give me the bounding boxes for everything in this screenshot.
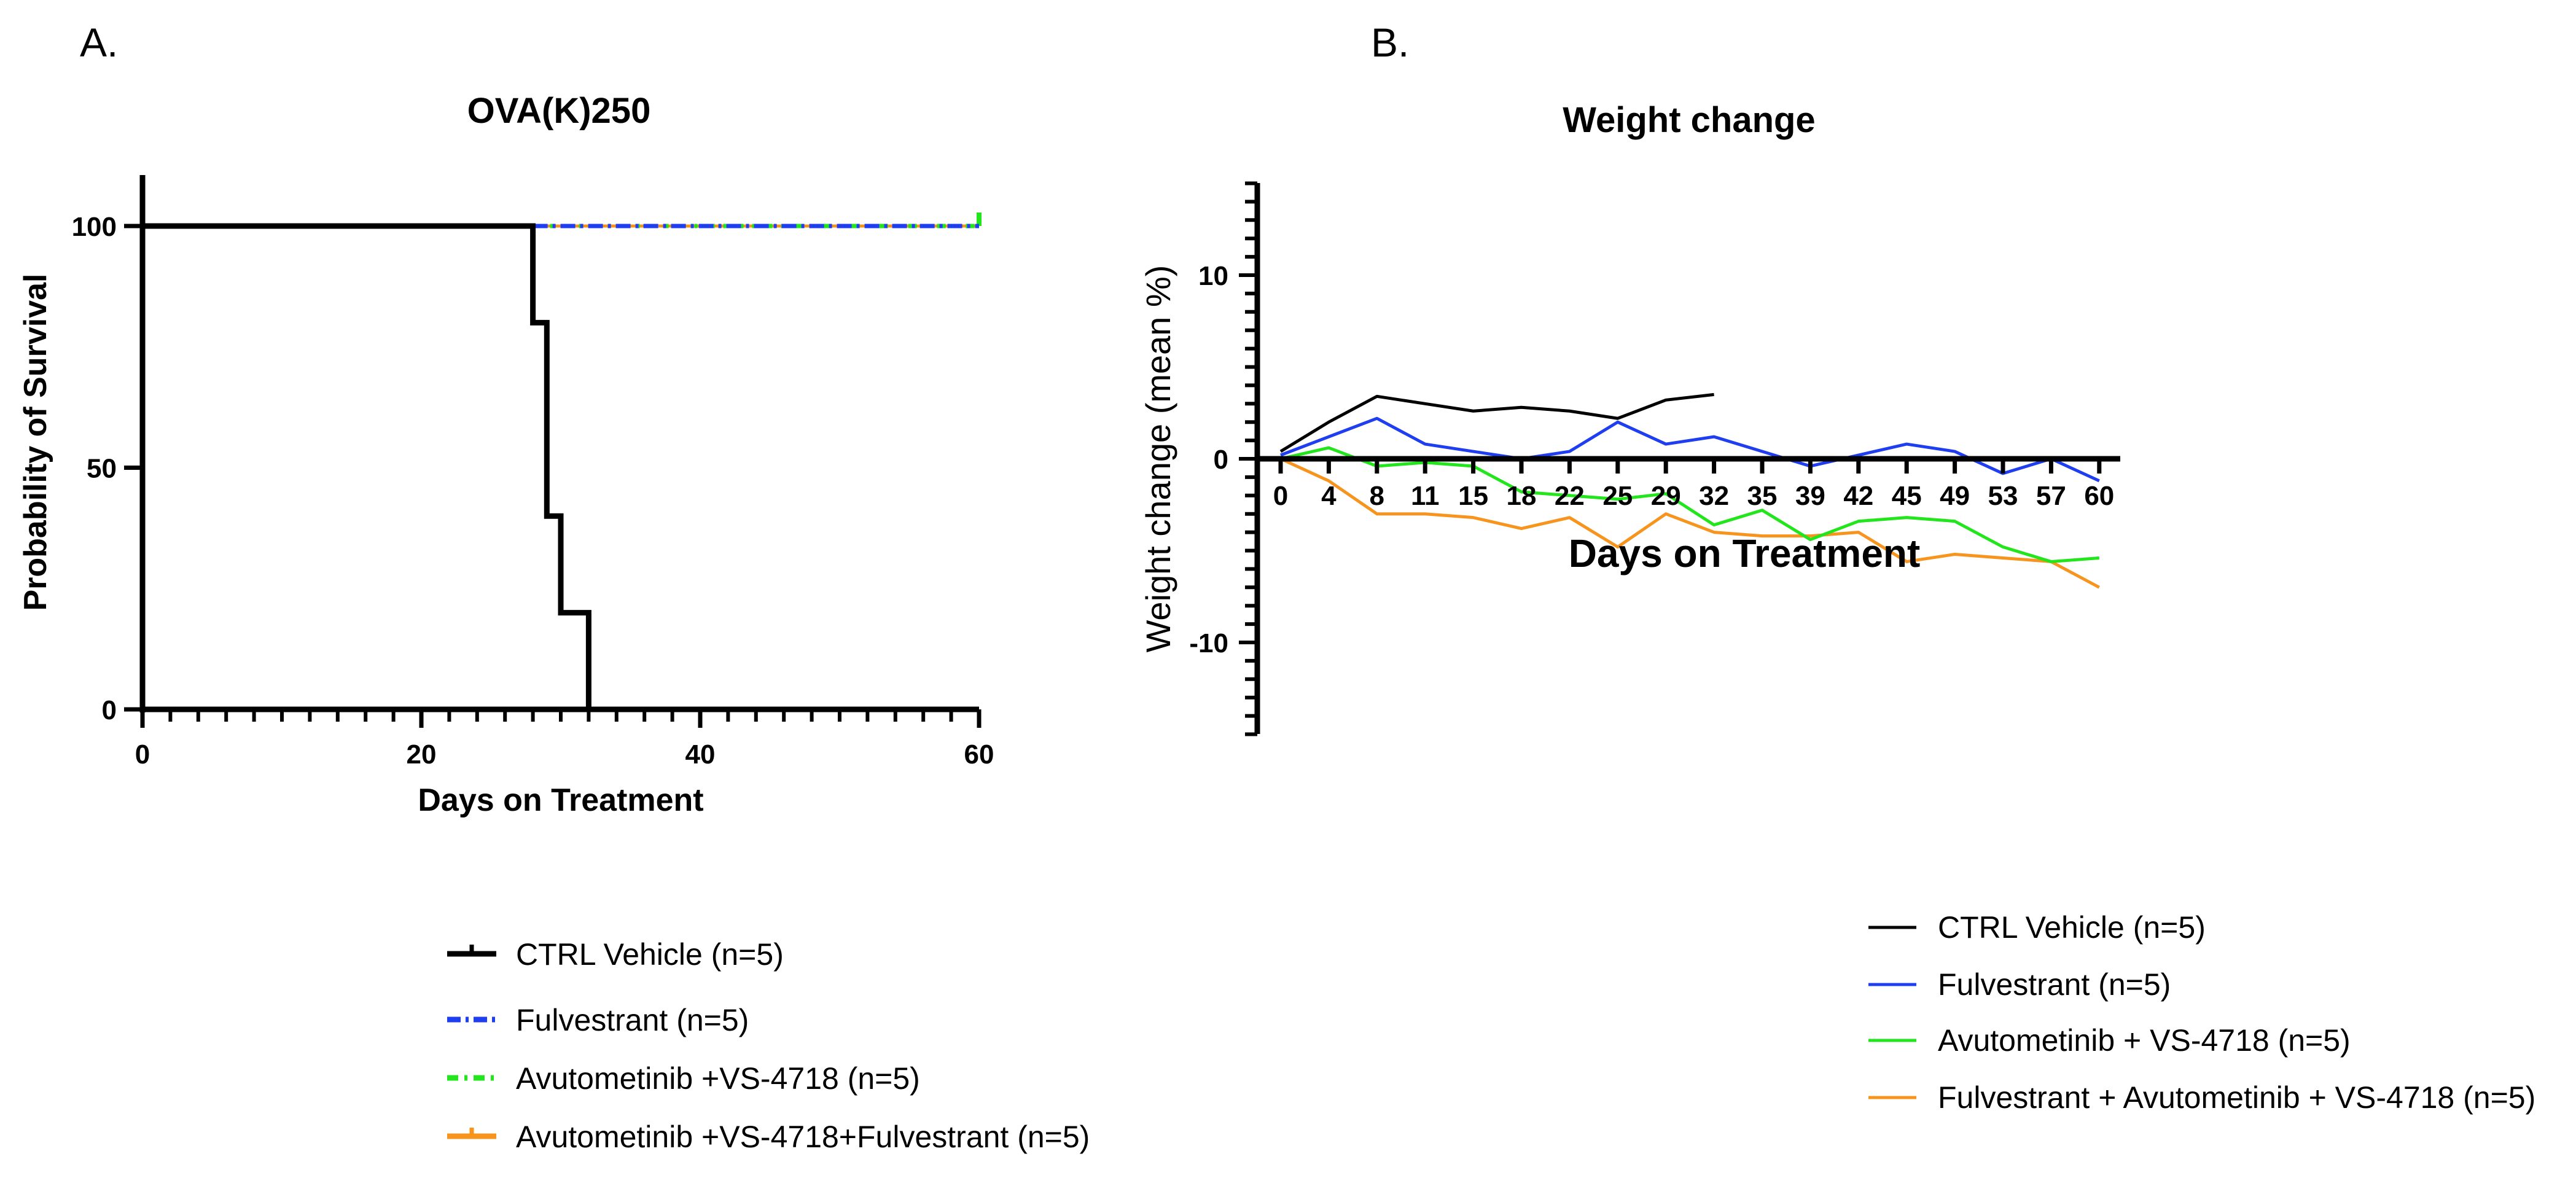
- chart-b-series-3: [1280, 446, 2099, 563]
- chart-b-x-tick-label: 39: [1795, 481, 1825, 511]
- chart-b-x-tick-label: 4: [1321, 481, 1337, 511]
- chart-a-series-layer: [142, 213, 982, 709]
- chart-a-series-1: [142, 223, 591, 709]
- chart-b-x-tick-label: 29: [1651, 481, 1681, 511]
- chart-b-x-tick-label: 18: [1507, 481, 1537, 511]
- chart-b-y-tick-label: 10: [1198, 261, 1228, 291]
- chart-a-x-tick-label: 20: [407, 739, 437, 770]
- chart-b-y-tick-label: -10: [1189, 628, 1228, 658]
- chart-b-legend-item-3: Avutometinib + VS-4718 (n=5): [1868, 1023, 2351, 1058]
- chart-a-x-tick-label: 0: [135, 739, 150, 770]
- chart-a-legend-item-3: Avutometinib +VS-4718 (n=5): [447, 1061, 920, 1096]
- panel-a-label: A.: [80, 20, 118, 65]
- chart-b-series-layer: [1279, 392, 2100, 589]
- chart-b-series-4: [1279, 457, 2100, 589]
- chart-a-y-tick-label: 50: [87, 454, 117, 484]
- chart-b-legend-item-2: Fulvestrant (n=5): [1868, 967, 2171, 1002]
- chart-b-x-tick-label: 45: [1892, 481, 1922, 511]
- chart-a-legend-item-4: Avutometinib +VS-4718+Fulvestrant (n=5): [447, 1120, 1090, 1154]
- legend-a-label-4: Avutometinib +VS-4718+Fulvestrant (n=5): [516, 1120, 1090, 1154]
- chart-a-legend-item-2: Fulvestrant (n=5): [447, 1003, 749, 1037]
- chart-b-x-tick-label: 42: [1843, 481, 1873, 511]
- chart-b-y-label: Weight change (mean %): [1139, 265, 1177, 653]
- chart-a-y-tick-label: 0: [102, 695, 117, 725]
- chart-a-x-ticks: 0 20 40 60: [135, 709, 994, 770]
- chart-a-legend: CTRL Vehicle (n=5) Fulvestrant (n=5) Avu…: [447, 937, 1090, 1154]
- chart-a-x-label: Days on Treatment: [418, 782, 703, 818]
- chart-b-x-tick-label: 0: [1273, 481, 1288, 511]
- chart-a-y-ticks: 0 50 100: [72, 212, 142, 725]
- legend-b-label-3: Avutometinib + VS-4718 (n=5): [1938, 1023, 2351, 1058]
- chart-b-legend-item-4: Fulvestrant + Avutometinib + VS-4718 (n=…: [1868, 1080, 2535, 1115]
- chart-b-x-tick-label: 53: [1988, 481, 2018, 511]
- chart-b-x-tick-label: 11: [1411, 481, 1440, 511]
- chart-b-x-tick-label: 8: [1370, 481, 1384, 511]
- legend-b-label-2: Fulvestrant (n=5): [1938, 967, 2171, 1002]
- panel-b-label: B.: [1371, 20, 1409, 65]
- chart-b-series-1: [1279, 392, 1714, 453]
- chart-b-x-tick-label: 22: [1555, 481, 1585, 511]
- chart-b-y-ticks: -10 0 10: [1189, 181, 1257, 736]
- chart-b-legend-item-1: CTRL Vehicle (n=5): [1868, 910, 2206, 945]
- chart-a-y-label: Probability of Survival: [18, 273, 53, 610]
- legend-b-label-4: Fulvestrant + Avutometinib + VS-4718 (n=…: [1938, 1080, 2535, 1115]
- chart-b: Weight change -10 0 10 0 4 8 11 15 18 22 25 29 32 35…: [1139, 100, 2120, 736]
- chart-b-x-tick-label: 57: [2036, 481, 2066, 511]
- chart-b-x-tick-label: 60: [2084, 481, 2114, 511]
- legend-a-label-2: Fulvestrant (n=5): [516, 1003, 749, 1037]
- legend-b-label-1: CTRL Vehicle (n=5): [1938, 910, 2206, 945]
- chart-b-x-tick-label: 35: [1747, 481, 1778, 511]
- chart-a-y-tick-label: 100: [72, 212, 117, 242]
- chart-a-x-tick-label: 40: [685, 739, 716, 770]
- chart-b-x-label: Days on Treatment: [1569, 531, 1921, 575]
- legend-a-label-1: CTRL Vehicle (n=5): [516, 937, 784, 972]
- chart-b-x-tick-label: 32: [1699, 481, 1729, 511]
- chart-a: OVA(K)250 0 20 40 60 0 50 100 Days on Treatme…: [18, 91, 994, 818]
- chart-b-x-tick-label: 15: [1458, 481, 1488, 511]
- chart-b-x-tick-label: 49: [1940, 481, 1970, 511]
- chart-b-title: Weight change: [1563, 100, 1815, 140]
- chart-b-x-ticks: 0 4 8 11 15 18 22 25 29 32 35 39 42 45 49 53 57 60: [1273, 459, 2114, 511]
- chart-a-legend-item-1: CTRL Vehicle (n=5): [447, 937, 784, 972]
- chart-a-x-tick-label: 60: [964, 739, 994, 770]
- chart-b-x-tick-label: 25: [1602, 481, 1633, 511]
- chart-b-legend: CTRL Vehicle (n=5) Fulvestrant (n=5) Avu…: [1868, 910, 2535, 1115]
- chart-a-title: OVA(K)250: [467, 91, 651, 131]
- chart-b-y-tick-label: 0: [1214, 445, 1228, 475]
- chart-b-series-2: [1280, 416, 2100, 483]
- chart-b-axes: [1254, 183, 2120, 734]
- chart-a-axes: [139, 175, 979, 712]
- legend-a-label-3: Avutometinib +VS-4718 (n=5): [516, 1061, 920, 1096]
